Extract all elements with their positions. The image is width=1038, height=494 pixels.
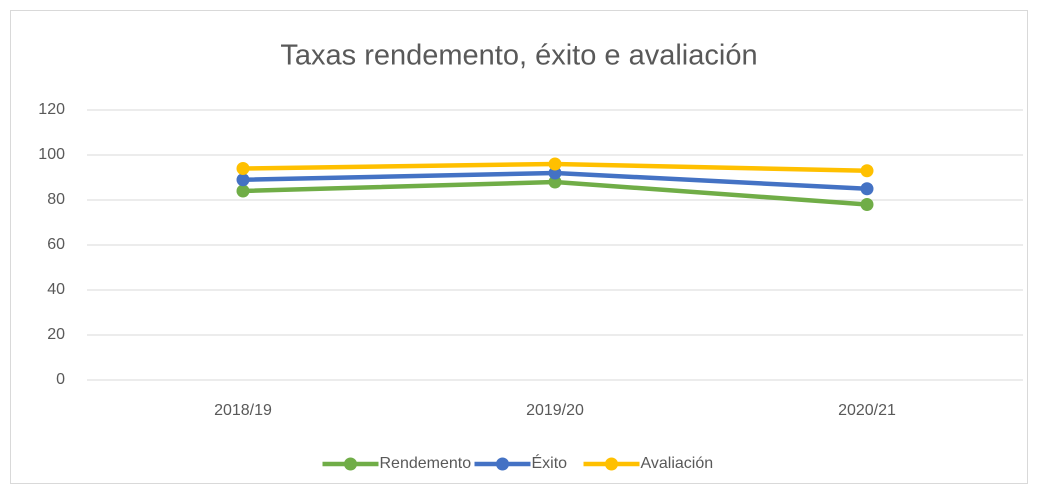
data-point [548,166,562,180]
y-tick-label: 20 [47,326,65,343]
x-tick-label: 2019/20 [526,402,584,419]
legend-marker [605,457,618,471]
data-point [236,184,250,198]
chart-title: Taxas rendemento, éxito e avaliación [280,40,757,72]
data-point [860,164,874,178]
data-point [548,157,562,171]
data-point [860,182,874,196]
legend-label: Rendemento [380,455,472,472]
y-tick-label: 120 [38,101,65,118]
legend-marker [496,457,509,471]
legend-marker [344,457,357,471]
legend-label: Éxito [532,453,568,472]
data-point [236,162,250,175]
y-tick-label: 80 [47,191,65,208]
y-tick-label: 60 [47,236,65,253]
data-point [236,173,250,187]
y-tick-label: 100 [38,146,65,163]
chart-frame [10,10,1028,484]
legend-label: Avaliación [641,455,714,472]
x-tick-label: 2018/19 [214,402,272,419]
x-tick-label: 2020/21 [838,402,896,419]
data-point [548,175,562,189]
data-point [860,198,874,211]
y-tick-label: 40 [47,281,65,298]
y-tick-label: 0 [56,371,65,388]
